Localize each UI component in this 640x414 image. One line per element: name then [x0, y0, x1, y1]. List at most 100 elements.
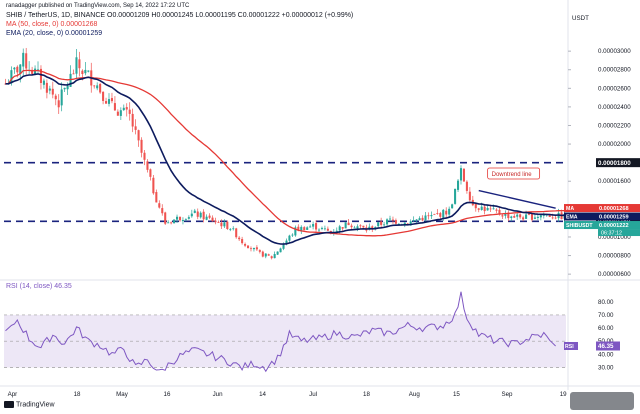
- candle-body: [498, 209, 501, 215]
- candle-body: [84, 69, 87, 74]
- candle-body: [412, 220, 415, 221]
- candle-body: [229, 229, 232, 231]
- candle-body: [344, 222, 347, 229]
- price-axis-tick-label: 0.00001000: [598, 234, 631, 241]
- candle-body: [19, 64, 22, 75]
- candle-body: [421, 217, 424, 221]
- candle-body: [303, 227, 306, 231]
- candle-body: [359, 225, 362, 227]
- rsi-legend: RSI (14, close) 46.35: [6, 283, 72, 290]
- candle-body: [383, 224, 386, 226]
- candle-body: [530, 214, 534, 220]
- candle-body: [403, 222, 406, 225]
- candle-body: [255, 247, 258, 250]
- candle-body: [252, 247, 255, 250]
- candle-body: [205, 216, 208, 220]
- time-axis-label: 18: [363, 391, 370, 398]
- candle-body: [388, 218, 392, 220]
- price-tag-name: EMA: [566, 215, 578, 221]
- candle-body: [341, 227, 344, 229]
- candle-body: [69, 73, 72, 87]
- tradingview-logo-text: TradingView: [16, 401, 55, 409]
- rsi-tag-name-bg: [564, 341, 578, 350]
- candle-body: [51, 88, 54, 95]
- rsi-tag-value-bg: [596, 341, 620, 351]
- candle-body: [152, 177, 155, 194]
- ma-50-line: [5, 69, 565, 237]
- candle-body: [362, 225, 365, 228]
- candle-body: [465, 181, 468, 191]
- candle-body: [140, 139, 143, 153]
- rsi-axis-tick-label: 40.00: [598, 351, 614, 358]
- candle-body: [492, 208, 495, 210]
- candle-body: [208, 215, 211, 218]
- candle-body: [78, 59, 81, 69]
- candle-body: [264, 253, 267, 257]
- downtrend-label-text: Downtrend line: [492, 172, 533, 178]
- candle-body: [380, 221, 383, 225]
- price-axis-tick-label: 0.00003000: [598, 48, 631, 55]
- candle-body: [10, 70, 13, 84]
- candle-body: [134, 126, 137, 130]
- candle-body: [451, 204, 454, 209]
- candle-body: [427, 215, 430, 217]
- candle-body: [539, 215, 542, 218]
- candle-body: [196, 211, 199, 217]
- rsi-axis-tick-label: 80.00: [598, 299, 614, 306]
- candle-body: [16, 66, 19, 73]
- candle-body: [462, 168, 465, 182]
- tradingview-logo: TradingView: [4, 401, 55, 408]
- candle-body: [110, 98, 113, 102]
- candle-body: [161, 208, 164, 214]
- candle-body: [551, 217, 554, 219]
- candle-body: [93, 85, 96, 87]
- candle-body: [34, 68, 37, 75]
- candle-body: [326, 228, 329, 231]
- price-tag-name: SHIBUSDT: [566, 223, 593, 229]
- candle-body: [96, 85, 99, 89]
- candle-body: [315, 223, 318, 230]
- symbol-line: SHIB / TetherUS, 1D, BINANCE O0.00001209…: [6, 11, 353, 20]
- candle-body: [312, 224, 315, 227]
- price-tag-sub-bg: [598, 229, 640, 237]
- candle-body: [267, 254, 270, 256]
- candle-body: [554, 217, 557, 219]
- candle-body: [102, 91, 105, 101]
- candle-body: [170, 222, 173, 224]
- candle-body: [125, 107, 128, 110]
- candle-body: [297, 226, 300, 231]
- candle-body: [193, 210, 196, 213]
- candle-body: [516, 214, 519, 217]
- candle-body: [60, 89, 63, 106]
- candle-body: [226, 221, 229, 230]
- price-tag-countdown: 06:37:12: [601, 231, 622, 237]
- candle-body: [536, 216, 539, 218]
- candle-body: [495, 209, 498, 211]
- rsi-axis-tick-label: 60.00: [598, 325, 614, 332]
- time-axis-label: 19: [560, 391, 567, 398]
- time-axis-label: Aug: [409, 391, 421, 398]
- price-tag-value-bg: [598, 212, 640, 221]
- candle-body: [81, 70, 84, 75]
- price-axis-tick-label: 0.00002800: [598, 67, 631, 74]
- candle-body: [176, 216, 179, 220]
- price-axis-tick-label: 0.00001600: [598, 178, 631, 185]
- ma-legend: MA (50, close, 0) 0.00001268: [6, 21, 98, 28]
- candle-body: [258, 250, 261, 252]
- candle-body: [288, 235, 291, 241]
- candle-body: [173, 219, 176, 224]
- candle-body: [149, 169, 152, 177]
- symbol-text: SHIB / TetherUS, 1D, BINANCE O0.00001209…: [6, 12, 354, 19]
- candle-body: [522, 217, 525, 220]
- candle-body: [445, 210, 448, 215]
- level-tag-label: 0.00001800: [598, 160, 631, 167]
- candle-body: [350, 225, 353, 228]
- candle-body: [474, 204, 477, 209]
- candle-body: [285, 240, 288, 245]
- candle-body: [377, 222, 380, 227]
- level-tag-bg: [596, 158, 640, 168]
- watermark-badge: [570, 392, 634, 410]
- candle-body: [131, 113, 134, 127]
